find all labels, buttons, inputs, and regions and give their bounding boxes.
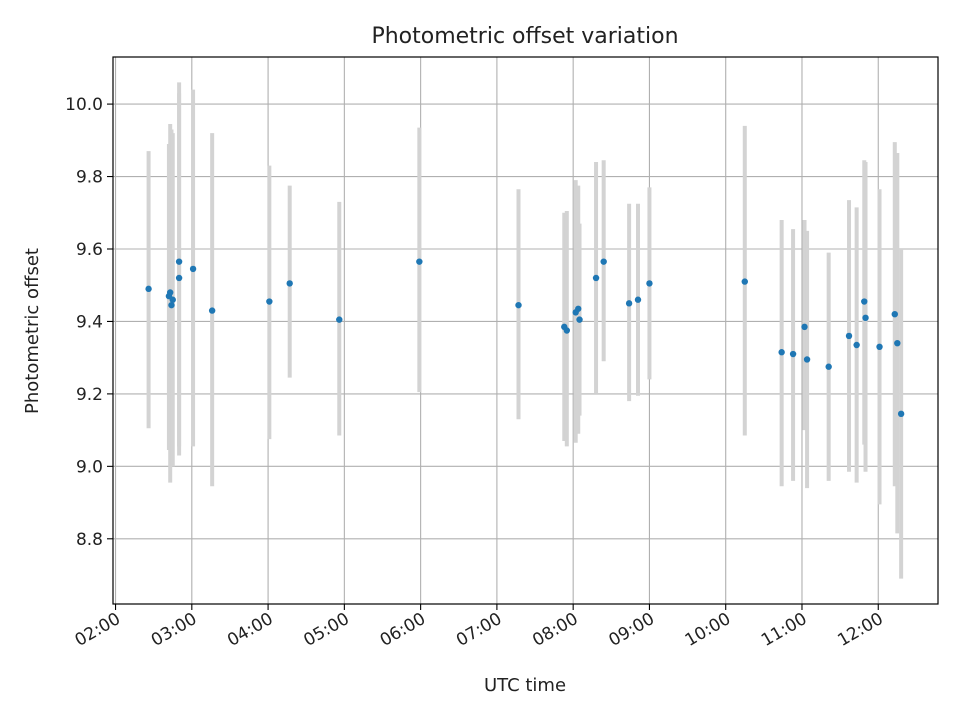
- y-axis: 8.8 9.0 9.2 9.4 9.6 9.8 10.0: [65, 95, 113, 550]
- error-bars: [146, 82, 904, 579]
- data-point: [634, 296, 642, 303]
- y-tick-label: 9.0: [76, 457, 103, 477]
- data-point: [266, 298, 273, 305]
- data-point: [175, 274, 183, 282]
- x-tick-label: 11:00: [758, 609, 810, 651]
- data-point: [825, 363, 832, 370]
- data-point: [778, 349, 785, 356]
- data-point: [416, 258, 423, 265]
- data-point: [168, 301, 175, 309]
- data-point: [175, 258, 183, 265]
- x-tick-label: 10:00: [682, 609, 734, 651]
- y-axis-label: Photometric offset: [22, 248, 43, 414]
- data-point: [801, 323, 808, 331]
- data-point: [189, 265, 197, 273]
- y-tick-label: 9.6: [76, 240, 103, 260]
- x-tick-label: 12:00: [834, 609, 886, 651]
- x-axis: 02:00 03:00 04:00 05:00 06:00 07:00 08:00 09:00…: [72, 604, 887, 651]
- data-point: [625, 300, 633, 307]
- data-point: [845, 332, 853, 340]
- y-tick-label: 8.8: [76, 530, 103, 550]
- y-tick-label: 9.2: [76, 385, 103, 405]
- x-axis-label: UTC time: [484, 675, 566, 696]
- data-point: [741, 278, 748, 285]
- data-point: [145, 285, 152, 293]
- data-point: [515, 301, 522, 309]
- x-tick-label: 06:00: [377, 609, 429, 651]
- data-point: [897, 410, 905, 418]
- plot-area: [112, 56, 939, 605]
- data-point: [575, 305, 582, 312]
- x-tick-label: 08:00: [529, 609, 581, 651]
- data-point: [853, 341, 860, 349]
- data-point: [600, 258, 607, 265]
- data-point: [803, 356, 811, 363]
- x-tick-label: 03:00: [148, 609, 200, 651]
- x-tick-label: 02:00: [72, 609, 124, 651]
- data-point: [169, 296, 176, 303]
- data-point: [167, 289, 174, 296]
- data-point: [286, 280, 293, 287]
- data-point: [208, 307, 216, 314]
- chart-title: Photometric offset variation: [371, 24, 678, 49]
- grid: [113, 57, 938, 604]
- y-tick-label: 10.0: [65, 95, 103, 115]
- data-point: [336, 316, 343, 323]
- data-points: [145, 258, 905, 418]
- data-point: [862, 314, 869, 322]
- y-tick-label: 9.8: [76, 168, 103, 188]
- x-tick-label: 05:00: [300, 609, 352, 651]
- data-point: [894, 339, 901, 347]
- x-tick-label: 04:00: [224, 609, 276, 651]
- y-tick-label: 9.4: [76, 312, 103, 332]
- data-point: [891, 310, 898, 318]
- x-tick-label: 07:00: [453, 609, 505, 651]
- data-point: [876, 343, 883, 351]
- data-point: [861, 298, 868, 305]
- data-point: [646, 280, 653, 287]
- x-tick-label: 09:00: [606, 609, 658, 651]
- data-point: [592, 274, 600, 282]
- data-point: [789, 350, 797, 358]
- data-point: [576, 316, 583, 323]
- data-point: [563, 327, 571, 334]
